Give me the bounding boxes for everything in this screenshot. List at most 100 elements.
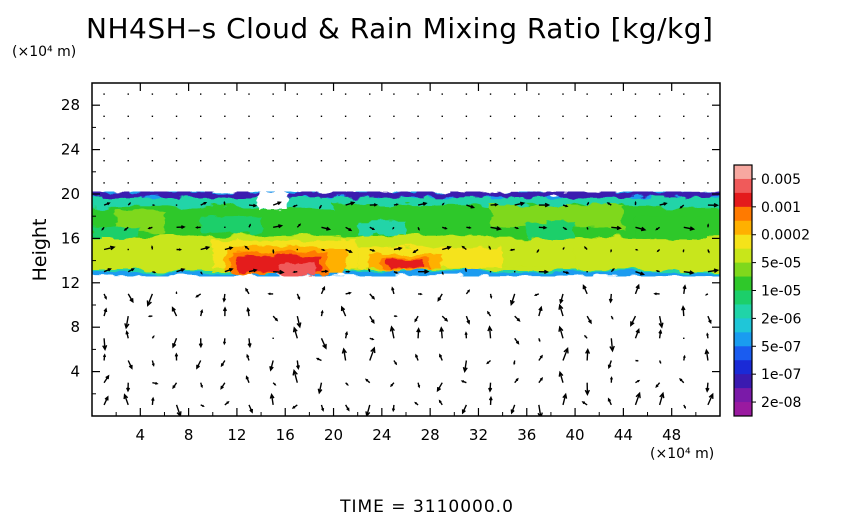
field-patch [279, 262, 316, 277]
wind-vector [292, 368, 298, 383]
wind-vector [369, 315, 375, 325]
wind-vector [127, 182, 129, 184]
colorbar-swatch [734, 290, 752, 305]
wind-vector [538, 377, 544, 384]
colorbar-label: 5e-05 [761, 256, 801, 272]
wind-vector [272, 160, 274, 162]
x-tick-label: 16 [276, 426, 295, 444]
wind-vector [488, 395, 493, 405]
wind-vector [683, 137, 685, 140]
wind-vector [273, 269, 285, 275]
wind-vector [634, 200, 637, 206]
wind-vector [441, 315, 449, 322]
wind-vector [707, 182, 709, 184]
wind-vector [683, 93, 685, 95]
wind-vector [224, 182, 226, 184]
wind-vector [417, 137, 419, 140]
wind-vector [441, 115, 443, 117]
wind-vector [272, 382, 277, 386]
wind-vector [538, 137, 540, 140]
wind-vector [464, 267, 468, 272]
wind-vector [200, 245, 211, 251]
wind-vector [320, 309, 324, 317]
colorbar-label: 1e-05 [761, 284, 801, 300]
wind-vector [341, 347, 347, 361]
wind-vector [586, 182, 588, 184]
wind-vector [321, 269, 329, 273]
colorbar-swatch [734, 402, 752, 417]
wind-vector [682, 284, 687, 294]
wind-vector [369, 160, 371, 162]
wind-vector [490, 226, 502, 231]
wind-vector [393, 246, 403, 251]
wind-vector [704, 293, 709, 296]
wind-vector [439, 326, 445, 339]
wind-vector [489, 293, 493, 299]
wind-vector [151, 396, 155, 405]
wind-vector [586, 137, 588, 140]
wind-vector [487, 325, 493, 339]
wind-vector [369, 93, 371, 95]
wind-vector [683, 115, 685, 117]
x-tick-label: 20 [324, 426, 343, 444]
wind-vector [586, 227, 589, 231]
wind-vector [538, 93, 540, 95]
wind-vector [417, 201, 428, 206]
wind-vector [441, 160, 443, 162]
colorbar-swatch [734, 248, 752, 264]
x-tick-label: 44 [614, 426, 633, 444]
field-patch [526, 221, 576, 239]
colorbar-label: 2e-06 [761, 311, 801, 327]
wind-vector [586, 93, 588, 95]
wind-vector [514, 226, 519, 230]
wind-vector [607, 397, 612, 406]
wind-vector [124, 315, 130, 330]
y-tick-label: 16 [61, 229, 80, 247]
wind-vector [513, 115, 516, 117]
wind-vector [245, 375, 250, 383]
x-units-label: (×10⁴ m) [650, 446, 715, 462]
wind-vector [582, 284, 588, 295]
wind-vector [369, 182, 371, 184]
wind-vector [200, 271, 203, 275]
wind-vector [513, 360, 516, 366]
wind-vector [320, 93, 323, 95]
wind-vector [656, 248, 661, 253]
wind-vector [291, 404, 298, 409]
wind-vector [345, 248, 353, 253]
wind-vector [514, 201, 526, 206]
wind-vector [417, 93, 419, 95]
x-tick-label: 48 [662, 426, 681, 444]
wind-vector [610, 137, 613, 140]
field-patch [635, 216, 708, 239]
wind-vector [147, 226, 153, 230]
wind-vector [392, 226, 395, 230]
wind-vector [610, 160, 613, 162]
wind-vector [465, 115, 468, 117]
colorbar-swatch [734, 346, 752, 361]
colorbar-label: 0.001 [761, 200, 801, 216]
wind-vector [707, 137, 709, 140]
wind-vector [127, 137, 129, 140]
wind-vector [151, 137, 154, 140]
wind-vectors [101, 93, 720, 416]
mixing-ratio-field [92, 191, 720, 277]
wind-vector [101, 226, 105, 231]
wind-vector [123, 226, 129, 231]
wind-vector [391, 404, 396, 413]
wind-vector [296, 160, 299, 162]
colorbar-label: 2e-08 [761, 395, 801, 411]
wind-vector [319, 204, 323, 210]
wind-vector [199, 115, 202, 117]
wind-vector [610, 182, 613, 184]
wind-vector [533, 293, 540, 297]
wind-vector [340, 305, 347, 317]
wind-vector [437, 293, 443, 302]
colorbar-swatch [734, 318, 752, 333]
field-patch [357, 221, 406, 236]
wind-vector [607, 360, 612, 370]
wind-vector [103, 182, 105, 184]
wind-vector [296, 248, 299, 251]
wind-vector [611, 225, 622, 231]
wind-vector [199, 137, 202, 140]
